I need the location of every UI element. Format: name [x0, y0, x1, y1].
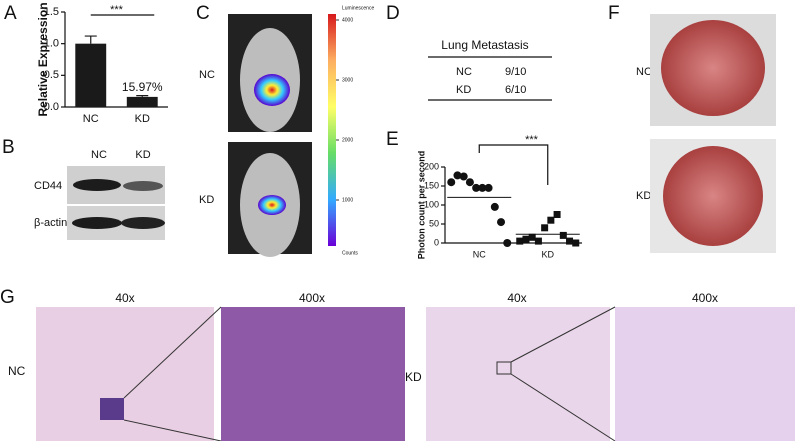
panel-letter: C: [196, 3, 210, 24]
significance: ***: [525, 134, 539, 146]
group-label: KD: [636, 190, 651, 202]
x-tick-label: NC: [473, 249, 486, 259]
zoom-region: [100, 398, 124, 420]
zoom-line: [510, 373, 616, 441]
panel-letter: E: [386, 129, 399, 150]
zoom-region: [496, 361, 512, 375]
blot-column: NC: [91, 149, 107, 161]
histology-image: [36, 307, 214, 441]
y-tick-label: 150: [424, 180, 439, 190]
error-bar: [136, 95, 149, 97]
colorbar-tick-label: 3000: [342, 77, 353, 83]
panel-letter: A: [4, 3, 17, 24]
table-header: Lung Metastasis: [441, 38, 528, 52]
point: [472, 183, 481, 192]
zoom-line: [510, 306, 616, 363]
colorbar: [328, 14, 336, 246]
group-label: NC: [199, 69, 215, 81]
y-tick-label: 0.0: [44, 101, 59, 113]
group-label: KD: [199, 194, 214, 206]
table-cell: NC: [456, 66, 472, 78]
zoom-line: [123, 419, 222, 441]
histology-image: [615, 307, 795, 441]
band: [72, 217, 122, 229]
group-label: NC: [636, 66, 652, 78]
magnification: 400x: [692, 291, 718, 305]
signal: [254, 74, 290, 106]
point: [553, 211, 561, 218]
x-tick-label: KD: [135, 113, 150, 125]
point: [534, 237, 542, 245]
y-tick-label: 0: [434, 237, 439, 247]
band: [121, 217, 165, 229]
lung: [661, 20, 765, 116]
magnification: 40x: [115, 291, 134, 305]
magnification: 40x: [507, 291, 526, 305]
point: [447, 178, 456, 187]
point: [528, 233, 536, 241]
point: [484, 183, 493, 192]
point: [572, 239, 580, 247]
x-tick-label: KD: [541, 249, 554, 259]
y-tick-label: 100: [424, 199, 439, 209]
point: [541, 224, 549, 232]
band: [73, 179, 121, 191]
significance-bracket: [478, 144, 549, 185]
y-tick-label: 50: [429, 218, 439, 228]
lung: [663, 146, 763, 246]
point: [522, 235, 530, 243]
colorbar-title: Luminescence: [342, 5, 374, 11]
panel-letter: G: [0, 287, 15, 308]
point: [503, 239, 512, 247]
point: [497, 218, 506, 227]
point: [516, 237, 524, 245]
bar: [75, 43, 107, 107]
colorbar-tick-label: 4000: [342, 17, 353, 23]
band: [123, 181, 163, 191]
panel-letter: D: [386, 3, 400, 24]
table-cell: 6/10: [505, 84, 526, 96]
panel-letter: F: [608, 3, 620, 24]
blot-column: KD: [135, 149, 150, 161]
group-label: KD: [405, 370, 422, 384]
zoom-line: [123, 306, 222, 399]
magnification: 400x: [299, 291, 325, 305]
blot-row: CD44: [34, 180, 62, 192]
point: [453, 171, 462, 180]
table-cell: KD: [456, 84, 471, 96]
x-tick-label: NC: [83, 113, 99, 125]
signal: [258, 195, 286, 215]
y-tick-label: 200: [424, 161, 439, 171]
point: [459, 172, 468, 181]
point: [559, 231, 567, 239]
point: [465, 178, 474, 187]
point: [490, 202, 499, 211]
y-tick-label: 1.0: [44, 38, 59, 50]
significance: ***: [110, 4, 124, 16]
colorbar-tick-label: 1000: [342, 197, 353, 203]
colorbar-unit: Counts: [342, 250, 358, 256]
colorbar-tick-label: 2000: [342, 137, 353, 143]
panel-letter: B: [2, 137, 15, 158]
table-cell: 9/10: [505, 66, 526, 78]
point: [566, 237, 574, 245]
histology-image: [426, 307, 610, 441]
y-axis-title: Photon count per second: [416, 151, 426, 260]
value-label: 15.97%: [122, 80, 163, 94]
bar: [126, 96, 158, 107]
error-bar: [84, 35, 97, 44]
y-axis-title: Relative Expression: [36, 2, 50, 116]
y-tick-label: 1.5: [44, 6, 59, 18]
point: [478, 183, 487, 192]
group-label: NC: [8, 364, 26, 378]
histology-image: [221, 307, 405, 441]
y-tick-label: 0.5: [44, 69, 59, 81]
blot-row: β-actin: [34, 217, 67, 229]
point: [547, 216, 555, 224]
